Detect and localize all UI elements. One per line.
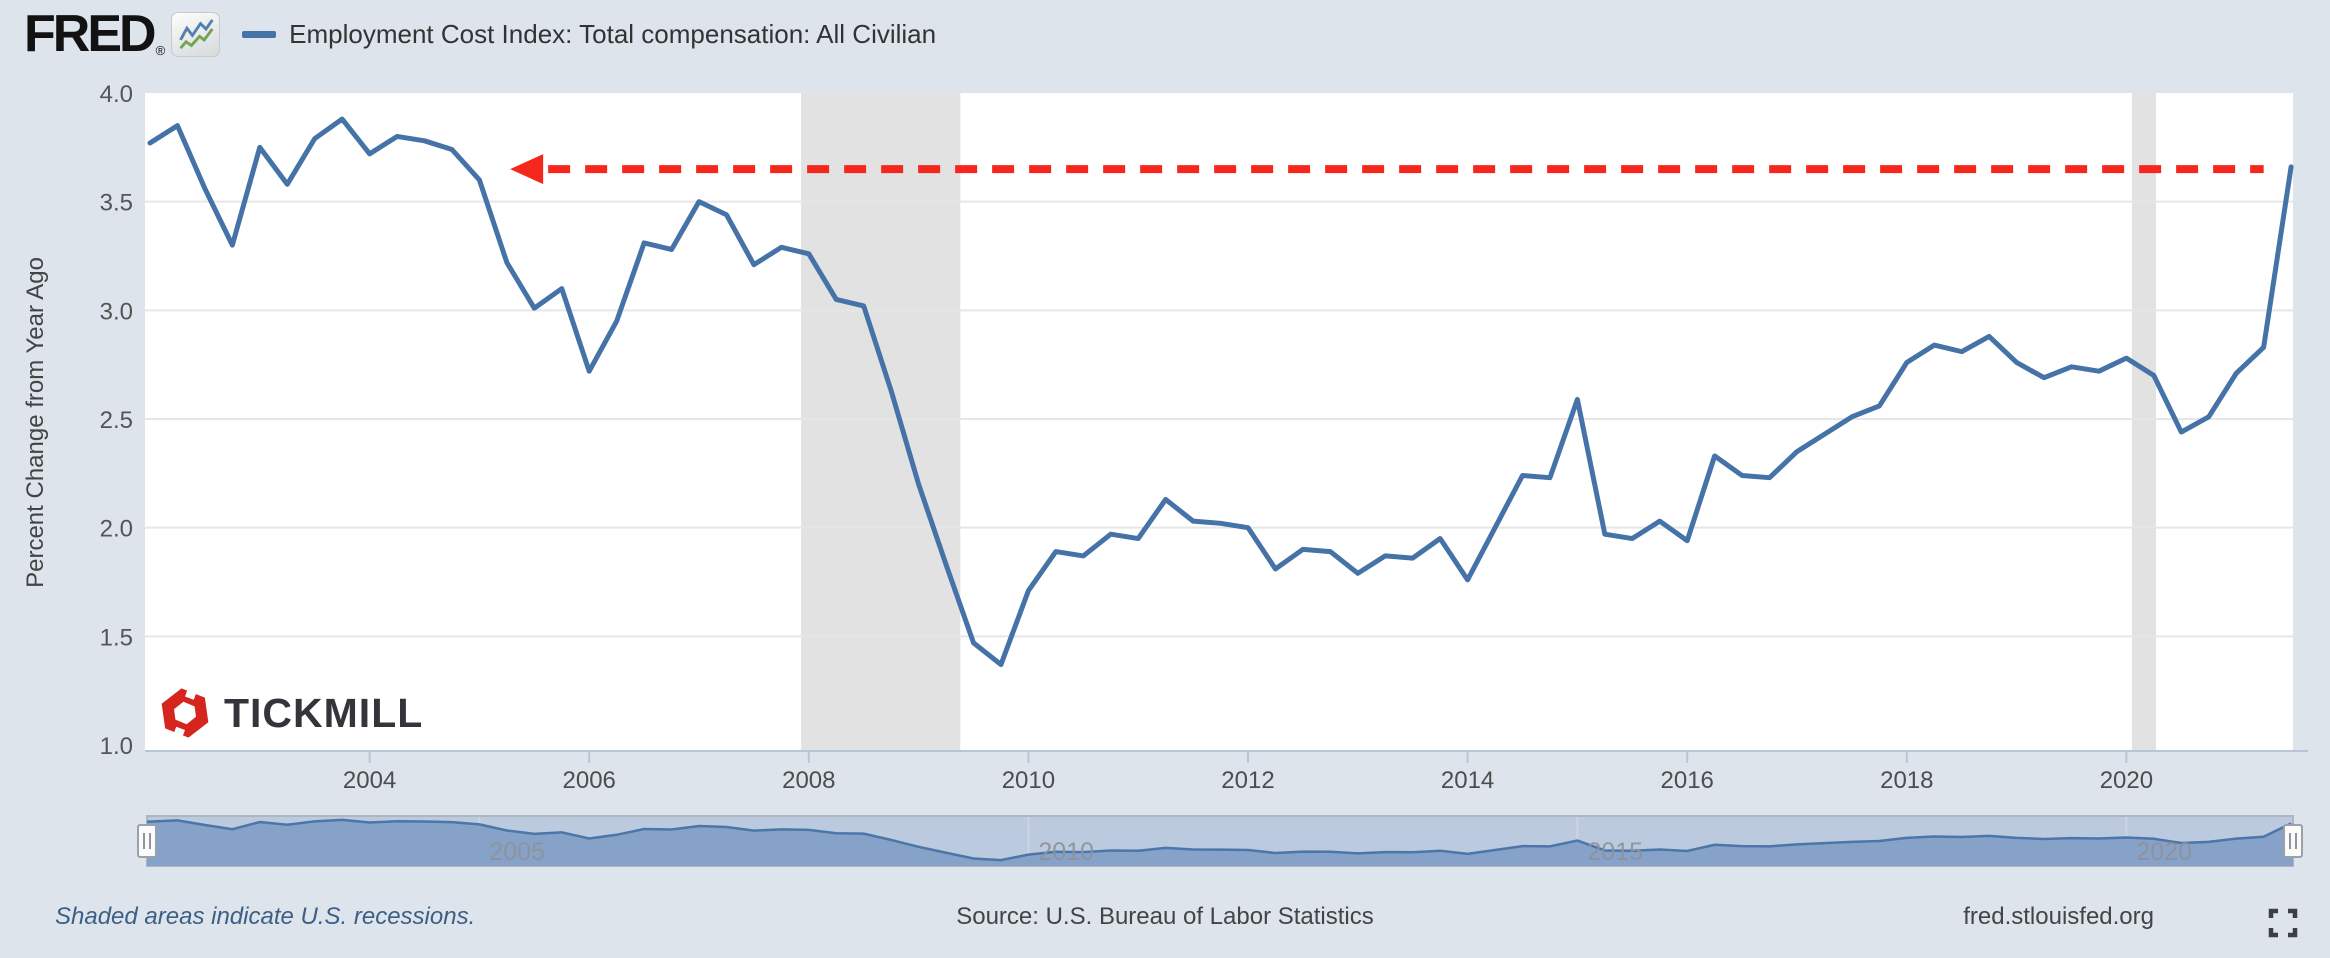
navigator-year-label: 2005: [489, 838, 545, 866]
registered-mark: ®: [155, 43, 166, 58]
y-axis-title: Percent Change from Year Ago: [22, 256, 49, 588]
y-axis-tick-label: 3.0: [100, 298, 133, 325]
handle-body[interactable]: [2283, 824, 2303, 858]
x-axis-tick-label: 2008: [782, 767, 835, 794]
recession-note: Shaded areas indicate U.S. recessions.: [55, 903, 476, 930]
navigator-line: [147, 818, 2292, 862]
navigator-handle-left[interactable]: [137, 824, 157, 858]
navigator-year-label: 2015: [1587, 838, 1643, 866]
navigator-year-label: 2020: [2136, 838, 2192, 866]
series-line: [147, 116, 2294, 668]
line-chart: 1.0 1.5 2.0 2.5 3.0 3.5 4.0 2004 2006 2008 2010 201…: [100, 81, 2308, 867]
tickmill-logo-icon: [161, 686, 209, 740]
y-axis-tick-label: 4.0: [100, 81, 133, 108]
x-axis-tick-label: 2004: [343, 767, 396, 794]
fred-logo[interactable]: FRED: [24, 5, 157, 63]
handle-body[interactable]: [137, 824, 157, 858]
navigator-slider[interactable]: 2005 2010 2015 2020: [137, 815, 2303, 867]
recession-band: [801, 93, 961, 751]
fred-logo-chart-icon[interactable]: [171, 11, 221, 57]
annotation-arrowhead: [510, 154, 544, 185]
y-axis-tick-label: 3.5: [100, 190, 133, 217]
source-text: Source: U.S. Bureau of Labor Statistics: [956, 903, 1374, 930]
tickmill-wordmark: TICKMILL: [224, 689, 424, 736]
fullscreen-icon[interactable]: [2268, 908, 2298, 938]
site-link: fred.stlouisfed.org: [1963, 903, 2154, 930]
x-axis-tick-label: 2006: [563, 767, 616, 794]
plot-area: [145, 93, 2293, 751]
x-axis-tick-label: 2020: [2100, 767, 2153, 794]
legend: Employment Cost Index: Total compensatio…: [242, 19, 936, 50]
y-axis-title-wrap: Percent Change from Year Ago: [22, 93, 50, 751]
x-axis-tick-label: 2016: [1661, 767, 1714, 794]
recession-band: [2131, 93, 2157, 751]
legend-label[interactable]: Employment Cost Index: Total compensatio…: [289, 18, 937, 49]
x-axis-tick-label: 2010: [1002, 767, 1055, 794]
x-axis-tick-label: 2012: [1221, 767, 1274, 794]
navigator-handle-right[interactable]: [2283, 824, 2303, 858]
y-axis-tick-label: 1.5: [100, 624, 133, 651]
navigator-year-label: 2010: [1038, 838, 1094, 866]
y-axis-tick-label: 2.0: [100, 516, 133, 543]
tickmill-watermark: TICKMILL: [158, 686, 423, 740]
chart-header: FRED ® Employment Cost Index: Total comp…: [24, 8, 936, 60]
x-axis-tick-label: 2018: [1880, 767, 1933, 794]
legend-line-swatch: [242, 30, 277, 38]
y-axis-tick-label: 2.5: [100, 407, 133, 434]
x-axis-tick-label: 2014: [1441, 767, 1494, 794]
y-axis-tick-label: 1.0: [100, 733, 133, 760]
navigator-area: [147, 819, 2293, 866]
